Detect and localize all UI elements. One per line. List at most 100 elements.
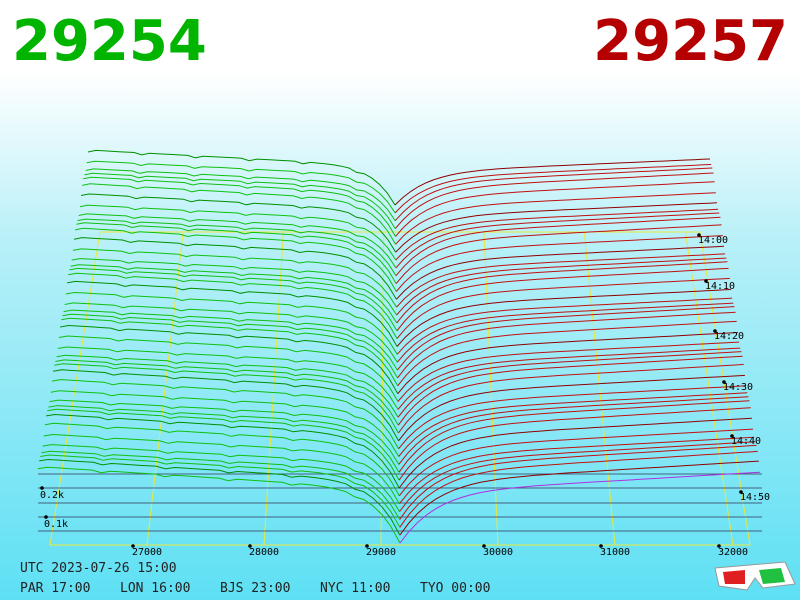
- bid-curve: [77, 218, 397, 276]
- ask-curve: [396, 267, 729, 332]
- bid-curve: [58, 335, 399, 402]
- ask-curve: [398, 396, 749, 465]
- ask-curve: [399, 441, 756, 512]
- ask-curve: [397, 347, 741, 410]
- bid-curve: [37, 466, 401, 544]
- bid-curve: [51, 379, 400, 449]
- ask-curve: [398, 374, 745, 442]
- tick-dot: [704, 279, 708, 283]
- bid-curve: [69, 267, 398, 332]
- ask-curve: [395, 208, 719, 261]
- ask-curve: [398, 428, 754, 497]
- bid-curve: [68, 272, 398, 339]
- ask-curve: [397, 351, 742, 418]
- ask-curve: [397, 306, 735, 371]
- tick-dot: [482, 544, 486, 548]
- floor-grid: [49, 231, 751, 546]
- bid-curve: [62, 313, 399, 379]
- price-label: 28000: [249, 547, 279, 558]
- bid-curve: [70, 264, 398, 324]
- ask-curve: [395, 224, 722, 284]
- bid-curve: [71, 258, 398, 316]
- ask-curve: [399, 444, 757, 520]
- time-label: 14:00: [698, 235, 728, 246]
- bid-curve: [76, 222, 397, 284]
- bid-curve: [53, 369, 399, 442]
- bid-curve: [54, 363, 399, 434]
- bid-curve: [67, 280, 398, 347]
- ask-price: 29257: [593, 9, 788, 74]
- bid-curve: [64, 302, 398, 363]
- time-label: 14:40: [731, 436, 761, 447]
- ask-curve: [395, 202, 718, 253]
- bid-curve: [82, 183, 397, 245]
- bid-curve: [63, 309, 398, 371]
- ask-curve: [396, 245, 725, 300]
- tick-dot: [40, 486, 44, 490]
- ask-curve: [394, 164, 712, 214]
- ask-curve: [399, 471, 761, 544]
- ask-curve: [395, 212, 720, 269]
- ask-curve: [399, 460, 759, 536]
- tick-dot: [713, 329, 717, 333]
- tick-dot: [722, 380, 726, 384]
- bid-curve: [86, 160, 396, 214]
- bid-curve: [48, 405, 400, 473]
- floor-line: [263, 231, 284, 546]
- bid-curve: [73, 237, 397, 300]
- ask-curve: [397, 332, 738, 395]
- ask-curve: [396, 297, 733, 355]
- ask-curve: [398, 392, 748, 457]
- tick-dot: [248, 544, 252, 548]
- ask-curve: [394, 172, 714, 229]
- ask-curve: [398, 363, 744, 434]
- bid-curve: [87, 149, 396, 206]
- bid-curve: [85, 168, 396, 221]
- bid-curve: [65, 291, 398, 355]
- tick-dot: [739, 490, 743, 494]
- tick-dot: [730, 434, 734, 438]
- ask-curve: [396, 277, 730, 339]
- ask-curve: [398, 400, 750, 473]
- bid-curve: [57, 346, 399, 410]
- bid-curve: [56, 354, 399, 418]
- bid-curve: [50, 390, 400, 457]
- bid-curve: [83, 176, 396, 237]
- bid-curve: [47, 408, 400, 481]
- bid-curve: [60, 324, 399, 394]
- utc-time: UTC 2023-07-26 15:00: [20, 561, 177, 576]
- ask-curve: [397, 355, 743, 426]
- ask-curve: [395, 235, 723, 292]
- depth-label: 0.2k: [40, 490, 64, 501]
- time-label: 14:10: [705, 281, 735, 292]
- price-label: 29000: [366, 547, 396, 558]
- bid-curve: [43, 433, 400, 504]
- city-clock: PAR 17:00: [20, 581, 90, 596]
- floor-line: [583, 231, 616, 546]
- floor-line: [146, 231, 184, 546]
- bid-curve: [49, 399, 400, 465]
- bid-curve: [40, 454, 401, 528]
- bid-curve: [80, 193, 397, 253]
- price-label: 31000: [600, 547, 630, 558]
- ask-curve: [394, 167, 713, 222]
- time-label: 14:50: [740, 492, 770, 503]
- tick-dot: [365, 544, 369, 548]
- city-clock: LON 16:00: [120, 581, 190, 596]
- price-label: 32000: [718, 547, 748, 558]
- city-clock: NYC 11:00: [320, 581, 390, 596]
- bid-curve: [55, 359, 399, 426]
- floor-line: [483, 231, 499, 546]
- ask-curve: [396, 289, 731, 347]
- ask-curve: [397, 320, 737, 387]
- ask-curve: [397, 341, 740, 402]
- tick-dot: [131, 544, 135, 548]
- bid-curve: [79, 204, 397, 261]
- time-label: 14:20: [714, 331, 744, 342]
- ask-curve: [395, 216, 721, 277]
- glasses-icon: [714, 561, 796, 591]
- ask-curve: [396, 302, 734, 363]
- ask-curve: [396, 257, 727, 316]
- ask-curve: [395, 181, 715, 237]
